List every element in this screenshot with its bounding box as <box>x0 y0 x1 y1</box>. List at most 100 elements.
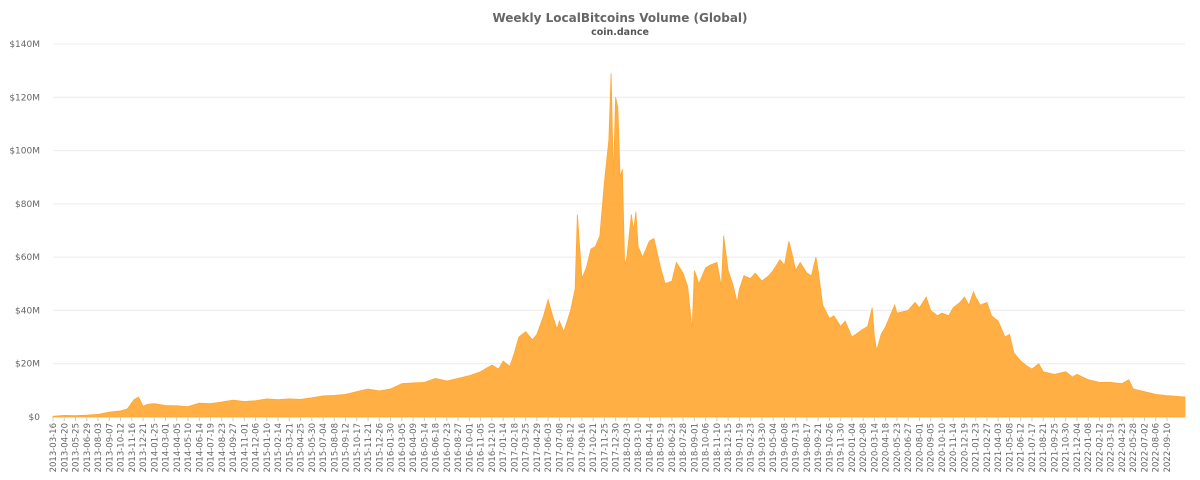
x-tick-label: 2013-05-25 <box>72 423 82 472</box>
x-tick-label: 2015-11-21 <box>364 423 374 472</box>
x-tick: 2018-02-03 <box>623 417 633 472</box>
y-tick-label: $60M <box>15 253 40 263</box>
x-tick-label: 2013-12-21 <box>139 423 149 472</box>
x-tick-label: 2019-03-30 <box>758 423 768 472</box>
x-tick-label: 2018-06-23 <box>668 423 678 472</box>
x-tick: 2022-02-12 <box>1095 417 1105 472</box>
x-tick-label: 2016-10-01 <box>465 423 475 472</box>
x-tick-label: 2022-09-10 <box>1163 423 1173 472</box>
y-tick-label: $120M <box>9 93 40 103</box>
x-tick: 2013-08-03 <box>94 417 104 472</box>
x-tick: 2021-08-21 <box>1039 417 1049 472</box>
x-tick: 2017-01-14 <box>499 417 509 472</box>
x-tick: 2020-06-27 <box>904 417 914 472</box>
x-tick-label: 2014-08-23 <box>218 423 228 472</box>
x-tick-label: 2017-11-25 <box>600 423 610 472</box>
x-tick: 2015-10-17 <box>353 417 363 472</box>
x-axis: 2013-03-16 2013-04-20 2013-05-25 2013-06-29… <box>49 417 1173 472</box>
x-tick-label: 2016-11-05 <box>477 423 487 472</box>
x-tick: 2020-01-04 <box>848 417 858 472</box>
x-tick-label: 2016-12-10 <box>488 423 498 472</box>
x-tick: 2019-10-26 <box>825 417 835 472</box>
chart-subtitle: coin.dance <box>591 27 649 38</box>
x-tick-label: 2018-05-19 <box>657 423 667 472</box>
x-tick-label: 2014-06-14 <box>195 423 205 472</box>
x-tick: 2016-11-05 <box>477 417 487 472</box>
x-tick: 2015-04-25 <box>297 417 307 472</box>
y-tick-label: $40M <box>15 306 40 316</box>
x-tick: 2021-05-08 <box>1005 417 1015 472</box>
x-tick: 2013-04-20 <box>60 417 70 472</box>
x-tick-label: 2019-01-19 <box>735 423 745 472</box>
x-tick: 2016-07-23 <box>443 417 453 472</box>
x-tick: 2016-05-14 <box>420 417 430 472</box>
x-tick: 2017-09-16 <box>578 417 588 472</box>
x-tick: 2020-11-14 <box>949 417 959 472</box>
x-tick: 2018-12-15 <box>724 417 734 472</box>
x-tick: 2022-08-06 <box>1152 417 1162 472</box>
x-tick-label: 2017-01-14 <box>499 423 509 472</box>
x-tick: 2014-07-19 <box>207 417 217 472</box>
x-tick: 2014-11-01 <box>240 417 250 472</box>
x-tick: 2014-08-23 <box>218 417 228 472</box>
x-tick-label: 2019-11-30 <box>837 423 847 472</box>
x-tick-label: 2014-07-19 <box>207 423 217 472</box>
x-tick: 2022-04-23 <box>1118 417 1128 472</box>
x-tick-label: 2021-01-23 <box>972 423 982 472</box>
x-tick-label: 2013-06-29 <box>83 423 93 472</box>
x-tick-label: 2018-03-10 <box>634 423 644 472</box>
x-tick: 2013-03-16 <box>49 417 59 472</box>
x-tick-label: 2022-07-02 <box>1140 423 1150 472</box>
x-tick: 2018-11-10 <box>713 417 723 472</box>
x-tick-label: 2018-07-28 <box>679 423 689 472</box>
x-tick-label: 2017-03-25 <box>522 423 532 472</box>
x-tick-label: 2021-05-08 <box>1005 423 1015 472</box>
x-tick: 2022-03-19 <box>1107 417 1117 472</box>
x-tick-label: 2018-10-06 <box>702 423 712 472</box>
x-tick-label: 2016-03-05 <box>398 423 408 472</box>
x-tick-label: 2020-10-10 <box>938 423 948 472</box>
x-tick: 2016-01-30 <box>387 417 397 472</box>
x-tick-label: 2016-07-23 <box>443 423 453 472</box>
x-tick-label: 2015-08-08 <box>330 423 340 472</box>
x-tick: 2015-09-12 <box>342 417 352 472</box>
x-tick: 2016-08-27 <box>454 417 464 472</box>
volume-area-series <box>52 73 1186 418</box>
x-tick: 2019-05-04 <box>769 417 779 472</box>
x-tick-label: 2018-04-14 <box>645 423 655 472</box>
x-tick: 2022-09-10 <box>1163 417 1173 472</box>
x-tick: 2014-09-27 <box>229 417 239 472</box>
x-tick-label: 2017-06-03 <box>544 423 554 472</box>
x-tick-label: 2013-08-03 <box>94 423 104 472</box>
x-tick: 2014-05-10 <box>184 417 194 472</box>
x-tick: 2014-12-06 <box>252 417 262 472</box>
x-tick: 2017-12-30 <box>612 417 622 472</box>
x-tick: 2013-05-25 <box>72 417 82 472</box>
x-tick-label: 2022-05-28 <box>1129 423 1139 472</box>
x-tick: 2014-04-05 <box>173 417 183 472</box>
x-tick-label: 2018-11-10 <box>713 423 723 472</box>
x-tick-label: 2017-09-16 <box>578 423 588 472</box>
x-tick-label: 2018-12-15 <box>724 423 734 472</box>
y-axis: $0 $20M $40M $60M $80M $100M $120M $140M <box>9 40 40 423</box>
x-tick: 2013-10-12 <box>117 417 127 472</box>
x-tick: 2019-01-19 <box>735 417 745 472</box>
x-tick-label: 2021-04-03 <box>994 423 1004 472</box>
x-tick-label: 2022-04-23 <box>1118 423 1128 472</box>
x-tick-label: 2019-07-13 <box>792 423 802 472</box>
x-tick: 2019-02-23 <box>747 417 757 472</box>
x-tick: 2019-08-17 <box>803 417 813 472</box>
x-tick: 2022-05-28 <box>1129 417 1139 472</box>
x-tick-label: 2017-04-29 <box>533 423 543 472</box>
x-tick-label: 2014-05-10 <box>184 423 194 472</box>
x-tick-label: 2016-01-30 <box>387 423 397 472</box>
x-tick-label: 2021-06-12 <box>1017 423 1027 472</box>
x-tick: 2020-12-19 <box>960 417 970 472</box>
x-tick: 2015-07-04 <box>319 417 329 472</box>
x-tick: 2020-09-05 <box>927 417 937 472</box>
x-tick: 2021-02-27 <box>983 417 993 472</box>
x-tick: 2019-07-13 <box>792 417 802 472</box>
y-tick-label: $0 <box>29 413 41 423</box>
x-tick-label: 2022-02-12 <box>1095 423 1105 472</box>
x-tick-label: 2021-08-21 <box>1039 423 1049 472</box>
